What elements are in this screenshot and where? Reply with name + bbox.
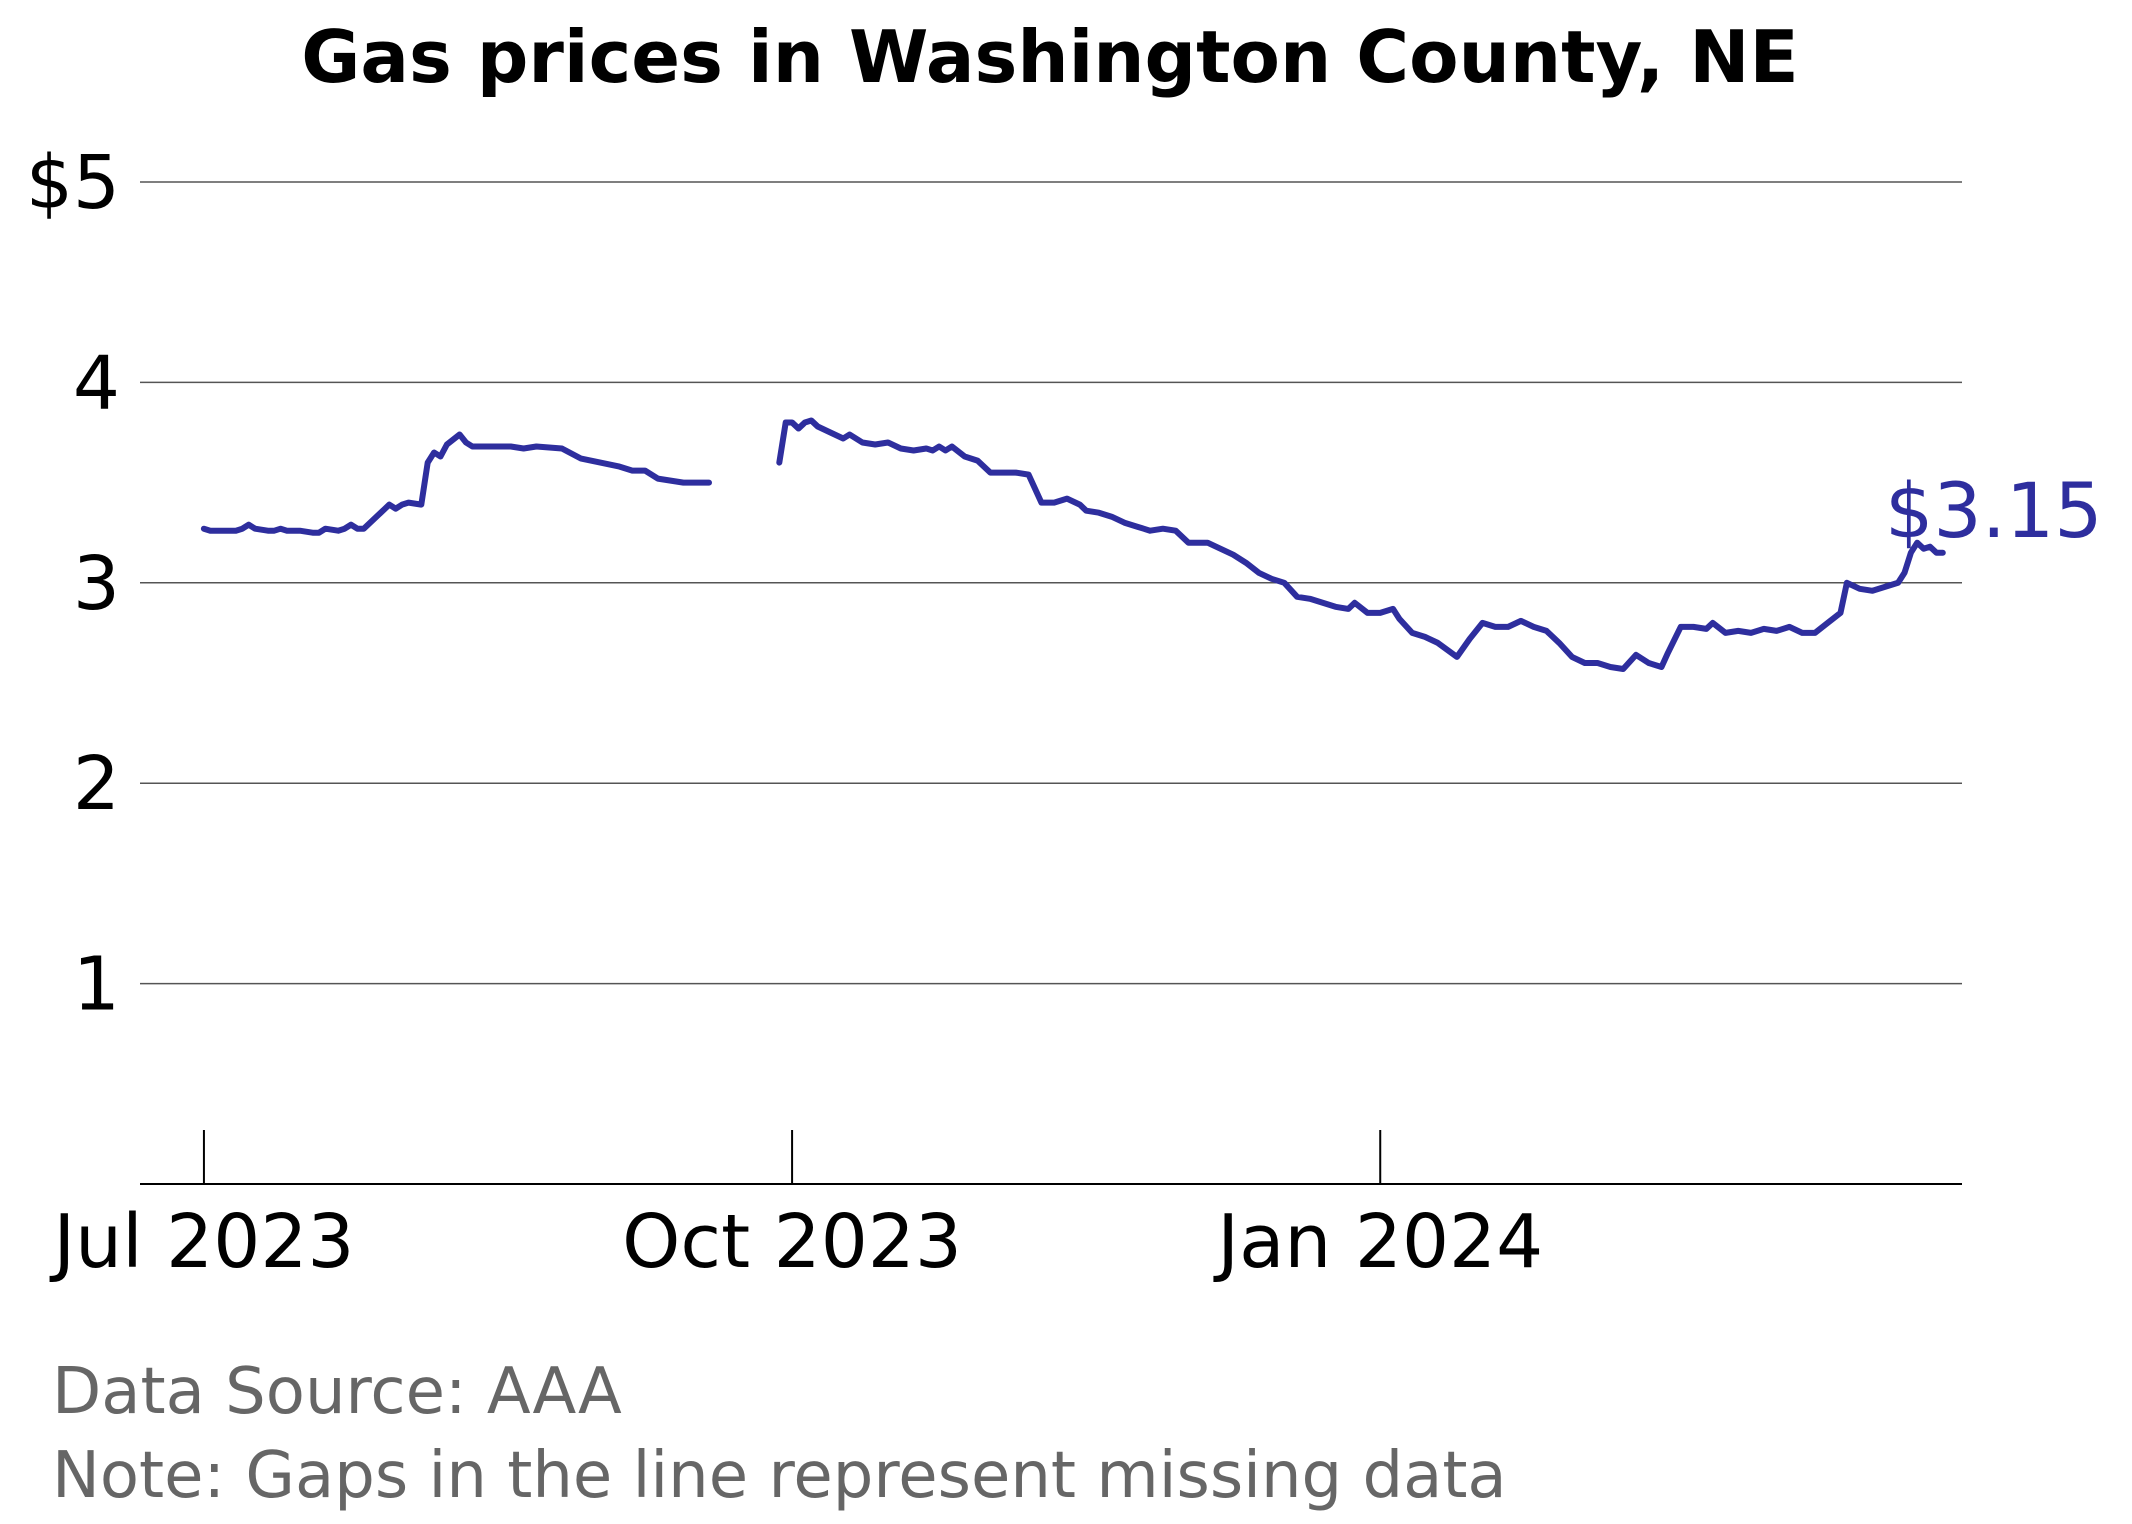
price-line-segment-1 [776,417,1946,672]
x-tick-label-0: Jul 2023 [49,1199,354,1285]
latest-price-label: $3.15 [1885,466,2103,555]
chart-title: Gas prices in Washington County, NE [301,15,1798,99]
x-tick-label-1: Oct 2023 [622,1199,962,1285]
y-gridlines [140,181,1962,985]
price-series [200,417,1946,672]
missing-data-note: Note: Gaps in the line represent missing… [52,1439,1507,1513]
y-tick-label-3: 3 [73,541,120,627]
x-tick-label-2: Jan 2024 [1213,1199,1543,1285]
y-tick-label-5: $5 [26,140,120,226]
data-source-note: Data Source: AAA [52,1355,622,1429]
y-tick-label-4: 4 [73,340,120,426]
y-tick-label-1: 1 [73,942,120,1028]
y-tick-label-2: 2 [73,741,120,827]
x-ticks [202,1130,1382,1184]
x-tick-labels: Jul 2023 Oct 2023 Jan 2024 [49,1199,1543,1285]
y-tick-labels: 1 2 3 4 $5 [26,140,120,1028]
price-line-segment-0 [200,431,712,536]
